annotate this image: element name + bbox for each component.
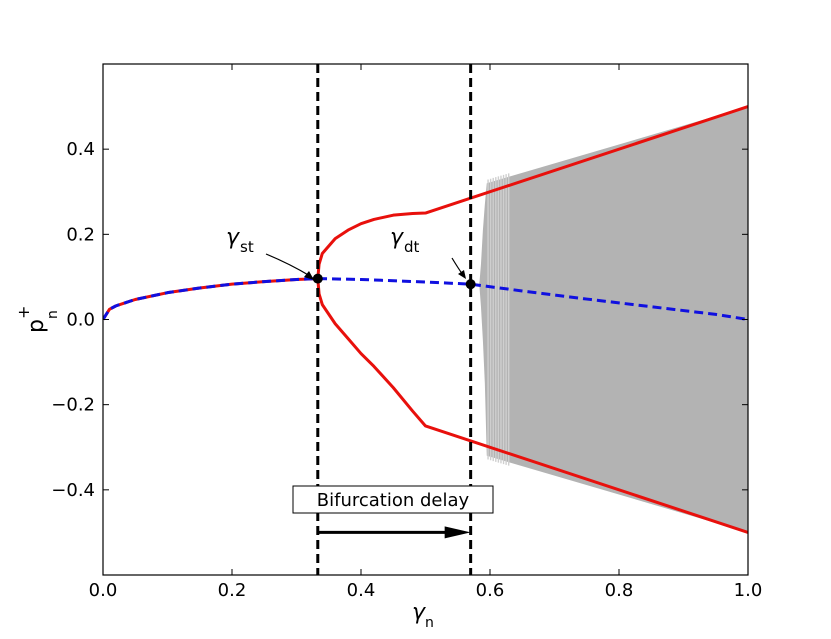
y-tick-label: 0.4 — [66, 139, 95, 160]
x-axis-symbol: γ — [412, 600, 426, 625]
y-axis-subscript: n — [45, 310, 61, 319]
series-layer — [103, 105, 748, 534]
y-tick-label: −0.4 — [51, 480, 95, 501]
x-tick-label: 0.4 — [347, 580, 376, 601]
delay-arrow-head — [444, 526, 471, 539]
x-axis-label: γ n — [412, 600, 434, 631]
annotations-layer: γ st γ dt Bifurcation delay — [226, 225, 494, 539]
x-tick-label: 0.2 — [218, 580, 247, 601]
x-tick-label: 0.6 — [476, 580, 505, 601]
y-tick-label: −0.2 — [51, 395, 95, 416]
x-tick-label: 0.0 — [89, 580, 118, 601]
ticks-layer: 0.0 0.2 0.4 0.6 0.8 1.0 −0.4 −0.2 0.0 0.2 0.4 — [51, 64, 762, 601]
gamma-dt-arrowhead — [458, 270, 466, 279]
gamma-st-pointer — [265, 253, 311, 277]
series-line-2 — [316, 105, 748, 279]
x-tick-label: 0.8 — [605, 580, 634, 601]
y-axis-superscript: + — [14, 306, 33, 319]
y-tick-label: 0.2 — [66, 224, 95, 245]
gamma-st-symbol: γ — [226, 225, 240, 250]
gamma-dt-symbol: γ — [390, 225, 404, 250]
delay-label: Bifurcation delay — [317, 490, 470, 511]
delay-label-box — [292, 485, 494, 514]
series-line-1 — [103, 277, 748, 321]
bifurcation-point-0 — [312, 273, 323, 284]
oscillation-band-layer — [479, 106, 748, 533]
gamma-st-arrowhead — [304, 271, 314, 280]
oscillation-band — [479, 106, 748, 533]
y-tick-label: 0.0 — [66, 310, 95, 331]
bifurcation-points-layer — [312, 273, 476, 290]
gamma-st-subscript: st — [240, 238, 254, 256]
x-axis-subscript: n — [425, 615, 434, 631]
y-axis-symbol: p — [24, 319, 49, 333]
series-line-3 — [316, 278, 748, 534]
bifurcation-point-1 — [465, 279, 476, 290]
y-axis-label: p n + — [14, 306, 61, 333]
series-line-0 — [103, 277, 318, 321]
gamma-dt-subscript: dt — [404, 238, 420, 256]
x-tick-label: 1.0 — [734, 580, 763, 601]
